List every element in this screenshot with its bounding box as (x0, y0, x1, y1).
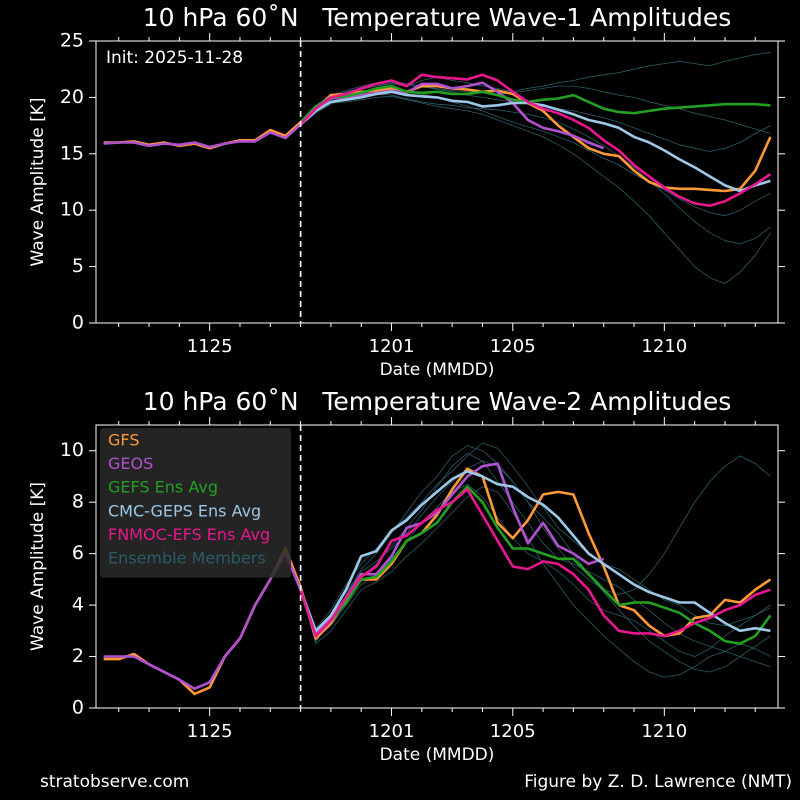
ensemble-member (300, 82, 771, 134)
y-axis-label: Wave Amplitude [K] (28, 98, 48, 267)
ensemble-member (300, 455, 771, 634)
y-tick-label: 10 (60, 439, 84, 461)
chart-title: 10 hPa 60˚N Temperature Wave-2 Amplitude… (143, 387, 732, 416)
x-tick-label: 1125 (187, 721, 233, 742)
x-tick-label: 1125 (187, 336, 233, 357)
chart-title: 10 hPa 60˚N Temperature Wave-1 Amplitude… (143, 3, 732, 32)
series-line (299, 470, 771, 633)
series-line (299, 84, 771, 124)
legend-entry: Ensemble Members (108, 549, 266, 568)
y-tick-label: 20 (60, 86, 84, 108)
ensemble-member (300, 95, 771, 284)
legend-entry: FNMOC-EFS Ens Avg (108, 525, 270, 544)
y-tick-label: 0 (72, 312, 84, 334)
x-tick-label: 1205 (490, 336, 536, 357)
annotation: Init: 2025-11-28 (106, 48, 243, 68)
series-line (103, 81, 605, 150)
y-tick-label: 4 (72, 594, 84, 616)
legend-entry: CMC-GEPS Ens Avg (108, 501, 261, 520)
y-tick-label: 25 (60, 30, 84, 52)
y-tick-label: 0 (72, 697, 84, 719)
legend-entry: GEFS Ens Avg (108, 478, 218, 497)
series-line (299, 488, 771, 638)
legend-entry: GFS (108, 431, 139, 450)
y-tick-label: 2 (72, 645, 84, 667)
plot-frame (95, 424, 779, 709)
footer-left: stratobserve.com (40, 772, 189, 792)
x-tick-label: 1205 (490, 721, 536, 742)
x-tick-label: 1210 (641, 336, 687, 357)
x-axis-label: Date (MMDD) (380, 745, 495, 765)
x-tick-label: 1201 (369, 336, 415, 357)
y-axis-label: Wave Amplitude [K] (28, 482, 48, 651)
legend-entry: GEOS (108, 454, 153, 473)
series-line (299, 73, 772, 207)
series-line (103, 467, 772, 696)
y-tick-label: 6 (72, 542, 84, 564)
series-line (299, 485, 772, 645)
y-tick-label: 8 (72, 491, 84, 513)
y-tick-label: 5 (72, 255, 84, 277)
y-tick-label: 15 (60, 142, 84, 164)
plot-frame (95, 40, 779, 324)
legend-box (100, 428, 291, 578)
x-tick-label: 1210 (641, 721, 687, 742)
x-tick-label: 1201 (369, 721, 415, 742)
footer-right: Figure by Z. D. Lawrence (NMT) (524, 772, 792, 792)
y-tick-label: 10 (60, 199, 84, 221)
x-axis-label: Date (MMDD) (380, 360, 495, 380)
